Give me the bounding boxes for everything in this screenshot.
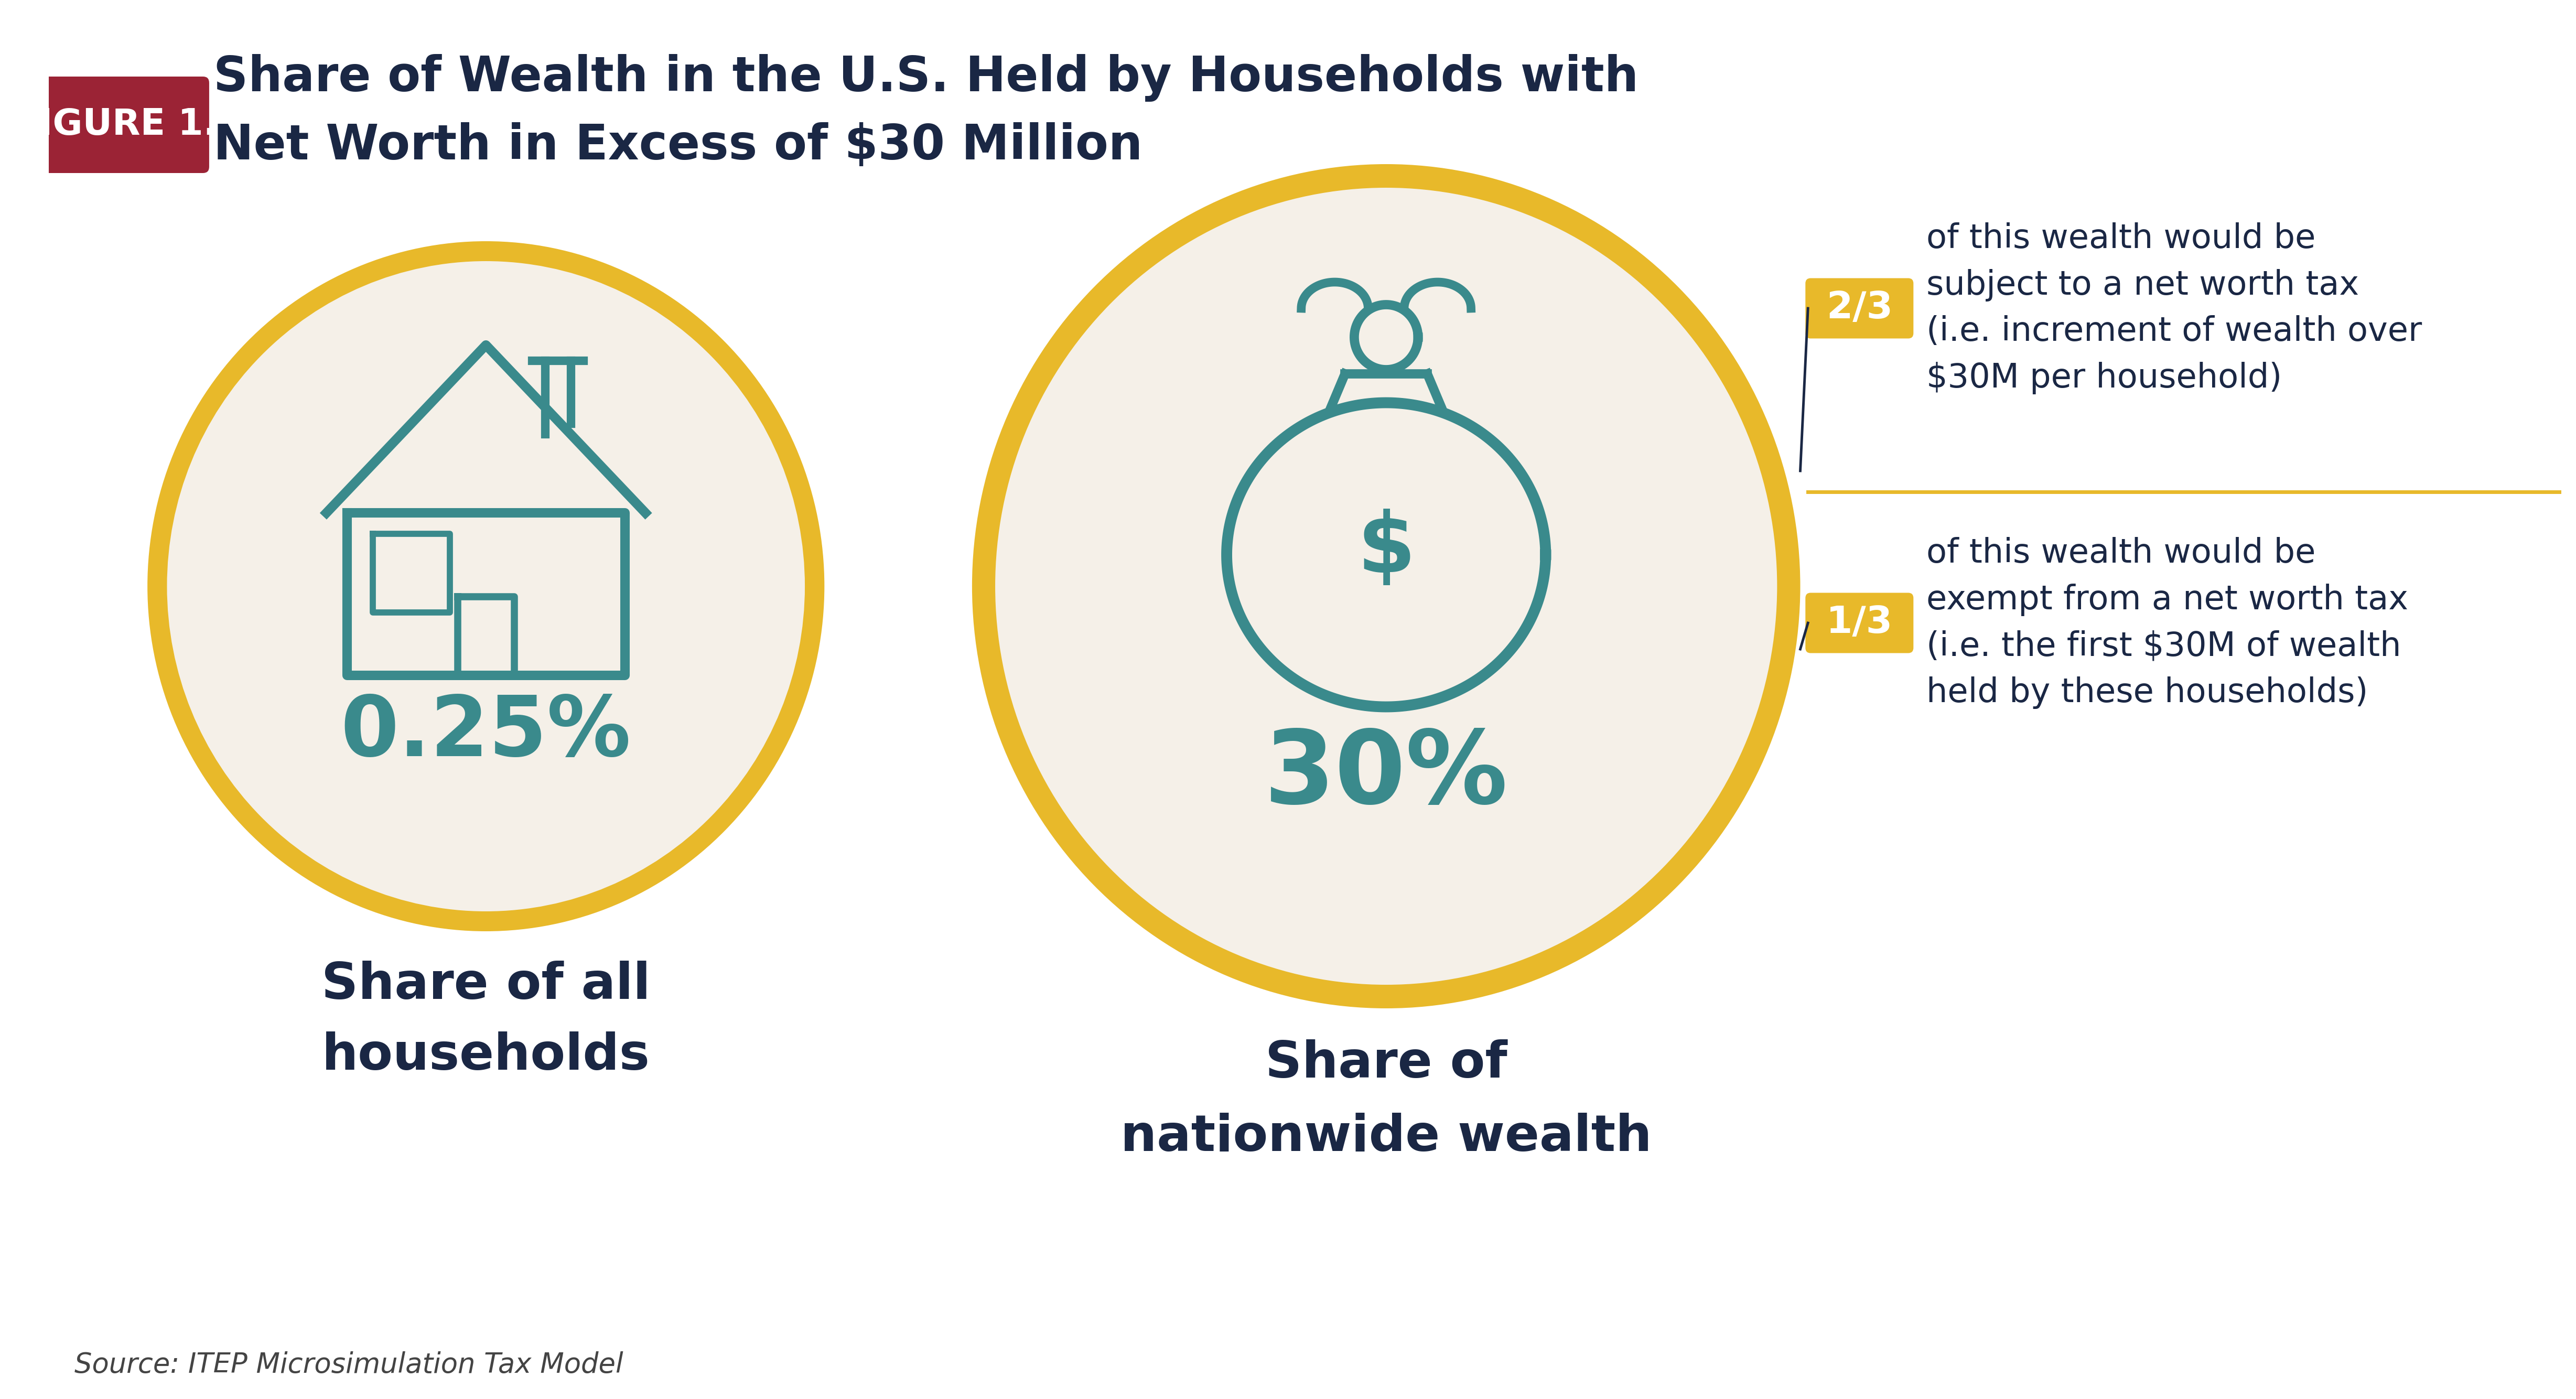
Circle shape	[994, 187, 1777, 985]
Text: 2/3: 2/3	[1826, 290, 1893, 326]
Text: households: households	[322, 1031, 649, 1080]
Text: FIGURE 1.: FIGURE 1.	[13, 108, 216, 143]
FancyBboxPatch shape	[23, 77, 209, 173]
Text: 1/3: 1/3	[1826, 604, 1893, 641]
Text: of this wealth would be
subject to a net worth tax
(i.e. increment of wealth ove: of this wealth would be subject to a net…	[1927, 222, 2421, 395]
Text: 0.25%: 0.25%	[340, 693, 631, 774]
Text: Share of all: Share of all	[322, 960, 652, 1009]
Circle shape	[167, 262, 804, 911]
FancyBboxPatch shape	[1806, 278, 1914, 339]
Circle shape	[147, 241, 824, 932]
Circle shape	[971, 164, 1801, 1009]
Text: $: $	[1358, 509, 1414, 590]
Text: Share of: Share of	[1265, 1039, 1507, 1088]
FancyBboxPatch shape	[1806, 593, 1914, 653]
Text: nationwide wealth: nationwide wealth	[1121, 1112, 1651, 1161]
Text: Net Worth in Excess of $30 Million: Net Worth in Excess of $30 Million	[214, 122, 1141, 169]
Text: Share of Wealth in the U.S. Held by Households with: Share of Wealth in the U.S. Held by Hous…	[214, 53, 1638, 102]
Text: 30%: 30%	[1265, 726, 1507, 824]
Text: Source: ITEP Microsimulation Tax Model: Source: ITEP Microsimulation Tax Model	[75, 1351, 623, 1378]
Text: of this wealth would be
exempt from a net worth tax
(i.e. the first $30M of weal: of this wealth would be exempt from a ne…	[1927, 537, 2409, 709]
